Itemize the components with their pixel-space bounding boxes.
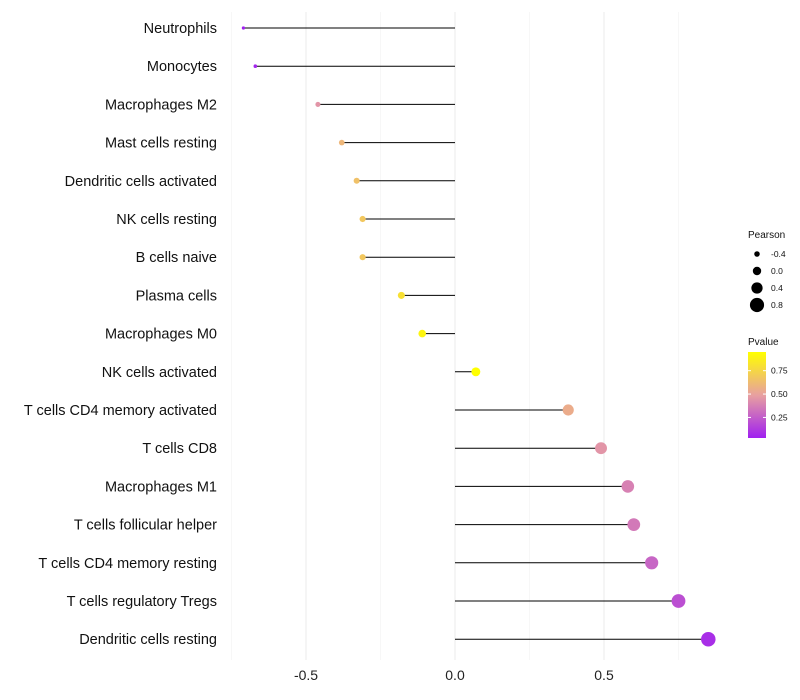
lollipop-dot [353,177,360,184]
lollipop-dot [241,26,246,30]
lollipop-dot [471,367,481,377]
x-tick-label: -0.5 [294,667,318,683]
color-legend: Pvalue 0.75 0.50 0.25 [748,337,788,438]
size-legend-label: -0.4 [771,249,786,259]
category-label: NK cells activated [102,365,217,381]
size-legend-dot [749,297,765,313]
lollipop-dot [338,139,345,146]
lollipop-dot [418,329,427,338]
category-label-layer: Neutrophils Monocytes Macrophages M2 Mast c… [24,21,217,648]
category-label: Mast cells resting [105,136,217,152]
size-legend-label: 0.0 [771,266,783,276]
lollipop-dot [595,442,607,455]
size-legend-dot [751,282,763,294]
color-legend-label: 0.75 [771,366,788,376]
lollipop-dot [621,480,635,493]
lollipop-dot [315,101,321,107]
category-label: Macrophages M0 [105,327,217,343]
x-tick-label-layer: -0.5 0.0 0.5 [294,667,614,683]
lollipop-dot [253,64,258,68]
lollipop-dot [671,594,686,608]
size-legend-dot [754,251,760,257]
category-label: T cells follicular helper [74,518,217,534]
size-legend-title: Pearson [748,230,785,241]
lollipop-dot [359,254,366,261]
color-legend-title: Pvalue [748,337,779,348]
category-label: Dendritic cells resting [79,632,217,648]
category-label: T cells CD4 memory resting [38,556,217,572]
x-tick-label: 0.5 [594,667,614,683]
category-label: Plasma cells [136,288,217,304]
lollipop-dot [627,518,641,531]
size-legend-dot [752,266,762,276]
category-label: B cells naive [136,250,217,266]
lollipop-dot [562,404,574,416]
lollipop-dot [397,291,405,299]
category-label: NK cells resting [116,212,217,228]
size-legend-label: 0.4 [771,283,783,293]
category-label: Monocytes [147,59,217,75]
grid-layer [231,12,679,660]
color-legend-bar [748,352,766,438]
category-label: T cells regulatory Tregs [67,594,217,610]
x-tick-label: 0.0 [445,667,465,683]
stem-layer [243,27,709,640]
lollipop-dot [701,631,716,647]
color-legend-label: 0.25 [771,412,788,422]
category-label: Macrophages M2 [105,97,217,113]
lollipop-dot [359,215,366,223]
category-label: Macrophages M1 [105,479,217,495]
category-label: Neutrophils [144,21,217,37]
category-label: Dendritic cells activated [65,174,217,190]
size-legend-label: 0.8 [771,300,783,310]
size-legend: Pearson -0.4 0.0 0.4 0.8 [748,230,786,313]
color-legend-label: 0.50 [771,389,788,399]
dot-layer [241,26,716,647]
category-label: T cells CD8 [142,441,217,457]
lollipop-dot [645,556,659,570]
category-label: T cells CD4 memory activated [24,403,217,419]
